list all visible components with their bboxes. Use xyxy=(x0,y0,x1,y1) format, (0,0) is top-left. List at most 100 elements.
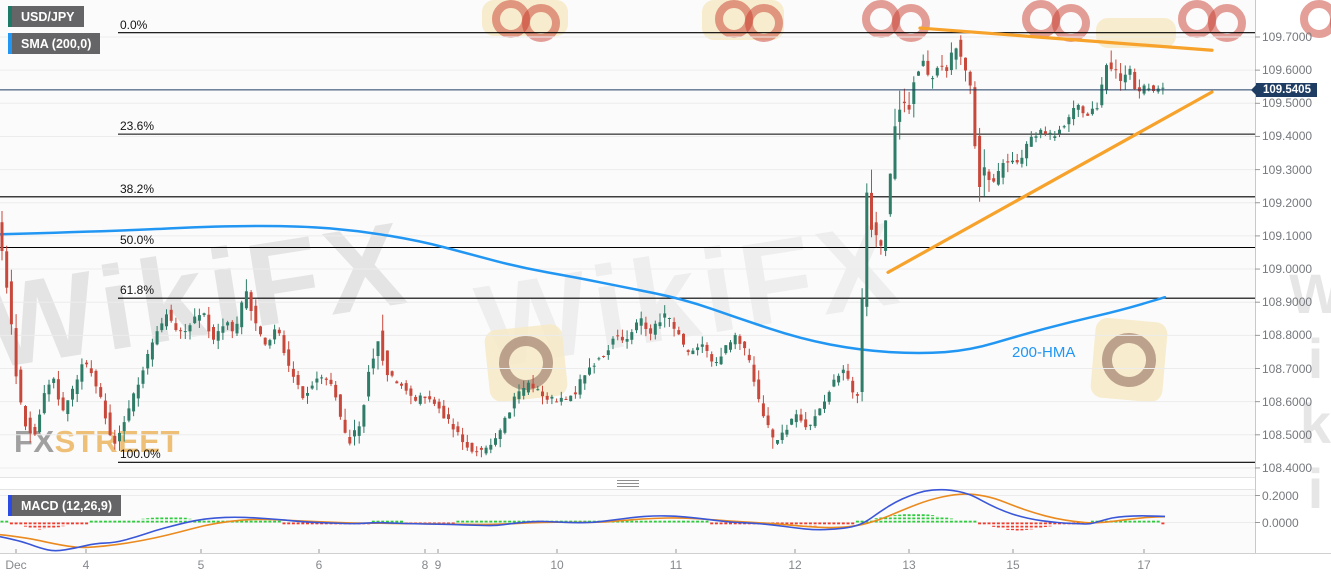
candle-body xyxy=(1058,129,1061,134)
hma-annotation: 200-HMA xyxy=(1012,344,1076,361)
candle-body xyxy=(381,330,385,361)
time-axis-label[interactable]: 13 xyxy=(902,558,916,572)
candle-body xyxy=(710,354,714,362)
candle-body xyxy=(150,342,154,360)
price-axis-label[interactable]: 108.4000 xyxy=(1262,460,1313,475)
price-axis-label[interactable]: 109.6000 xyxy=(1262,63,1313,78)
candle-body xyxy=(315,378,319,383)
candle-body xyxy=(475,451,479,453)
candle-body xyxy=(108,412,112,436)
sma-legend-badge[interactable]: SMA (200,0) xyxy=(8,33,101,54)
candle-body xyxy=(367,371,371,397)
candle-body xyxy=(409,388,413,396)
price-axis-label[interactable]: 109.4000 xyxy=(1262,129,1313,144)
candle-body xyxy=(733,335,737,345)
candle-body xyxy=(879,240,883,246)
candle-body xyxy=(216,331,220,341)
candle-body xyxy=(235,323,239,334)
time-axis-label[interactable]: 12 xyxy=(788,558,802,572)
candle-body xyxy=(479,447,483,450)
candle-body xyxy=(343,419,347,433)
candle-body xyxy=(714,362,718,363)
candle-body xyxy=(14,328,18,377)
candle-body xyxy=(291,368,295,377)
price-axis-label[interactable]: 108.7000 xyxy=(1262,361,1313,376)
candle-body xyxy=(931,78,935,80)
macd-axis-label[interactable]: 0.2000 xyxy=(1262,488,1299,503)
time-axis-label[interactable]: 10 xyxy=(550,558,564,572)
candle-body xyxy=(442,405,446,419)
candle-body xyxy=(489,444,493,450)
price-axis-label[interactable]: 109.1000 xyxy=(1262,228,1313,243)
candle-body xyxy=(639,318,643,326)
candle-body xyxy=(1123,74,1127,83)
candle-body xyxy=(277,329,281,334)
time-axis-label[interactable]: 5 xyxy=(197,558,205,572)
price-axis-label[interactable]: 109.5000 xyxy=(1262,96,1313,111)
price-axis-label[interactable]: 109.2000 xyxy=(1262,195,1313,210)
candle-body xyxy=(512,396,516,409)
candle-body xyxy=(724,345,728,354)
price-axis-label[interactable]: 108.9000 xyxy=(1262,295,1313,310)
candle-body xyxy=(949,52,953,71)
time-axis-label[interactable]: 6 xyxy=(315,558,323,572)
price-axis-label[interactable]: 109.7000 xyxy=(1262,30,1313,44)
candle-body xyxy=(888,173,892,215)
candle-body xyxy=(197,315,201,321)
candle-body xyxy=(964,57,967,71)
time-axis-label[interactable]: 9 xyxy=(434,558,442,572)
candle-body xyxy=(606,350,610,355)
candle-body xyxy=(766,415,770,426)
price-axis-label[interactable]: 108.8000 xyxy=(1262,328,1313,343)
fib-level-label: 23.6% xyxy=(120,119,155,134)
candle-body xyxy=(785,429,789,435)
candle-body xyxy=(978,135,982,187)
candle-body xyxy=(451,424,455,430)
pane-resize-handle[interactable] xyxy=(617,480,639,487)
candle-body xyxy=(42,393,46,414)
price-axis-label[interactable]: 109.0000 xyxy=(1262,262,1313,277)
candle-body xyxy=(1048,132,1052,134)
candle-body xyxy=(498,430,502,439)
candle-body xyxy=(1025,143,1029,159)
candle-body xyxy=(127,408,131,421)
time-axis-label[interactable]: 11 xyxy=(669,558,683,572)
candle-body xyxy=(259,326,262,335)
candle-body xyxy=(282,335,286,353)
candle-body xyxy=(212,327,215,340)
fib-level-label: 100.0% xyxy=(120,447,161,462)
candle-body xyxy=(818,408,822,416)
candle-body xyxy=(602,356,606,357)
time-axis-label[interactable]: 17 xyxy=(1137,558,1151,572)
candle-body xyxy=(569,395,573,402)
time-axis-label[interactable]: Dec xyxy=(5,558,27,572)
time-axis-strip[interactable] xyxy=(0,553,1331,583)
candle-body xyxy=(893,126,897,179)
time-axis-label[interactable]: 8 xyxy=(421,558,429,572)
time-axis-label[interactable]: 4 xyxy=(82,558,90,572)
candle-body xyxy=(1161,87,1165,89)
macd-axis-label[interactable]: 0.0000 xyxy=(1262,515,1299,530)
candle-body xyxy=(301,386,305,399)
candle-body xyxy=(179,330,183,332)
candle-body xyxy=(917,71,920,76)
candle-body xyxy=(752,364,756,382)
time-axis-label[interactable]: 15 xyxy=(1006,558,1020,572)
candle-body xyxy=(907,105,911,110)
price-axis-label[interactable]: 109.3000 xyxy=(1262,162,1313,177)
symbol-legend-badge[interactable]: USD/JPY xyxy=(8,6,84,27)
candle-body xyxy=(371,358,375,369)
candle-body xyxy=(808,424,812,426)
candle-body xyxy=(555,401,559,403)
price-axis-label[interactable]: 108.5000 xyxy=(1262,427,1313,442)
candle-body xyxy=(1152,85,1155,91)
candle-body xyxy=(61,397,65,411)
price-axis-label[interactable]: 108.6000 xyxy=(1262,394,1313,409)
candle-body xyxy=(874,222,878,236)
candle-body xyxy=(169,309,173,321)
candle-body xyxy=(329,379,333,384)
macd-legend-badge[interactable]: MACD (12,26,9) xyxy=(8,495,121,516)
candle-body xyxy=(240,302,244,328)
